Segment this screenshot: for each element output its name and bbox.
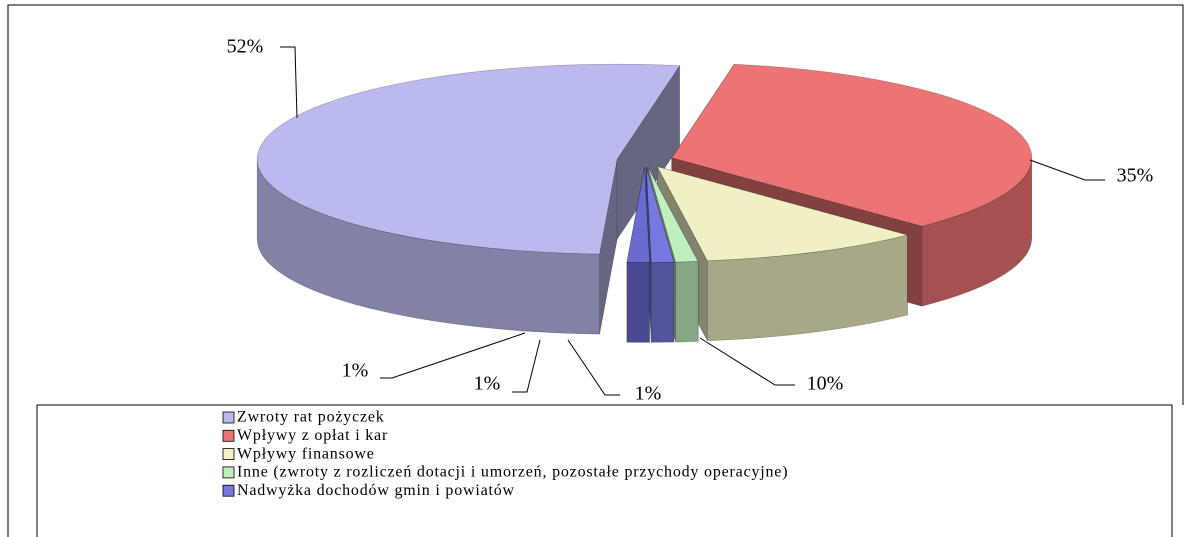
data-label: 52% [227, 36, 264, 58]
leader-line [567, 339, 620, 396]
leader-line [280, 46, 298, 119]
slice-side [675, 261, 699, 343]
slice [626, 167, 650, 263]
slice [647, 167, 699, 263]
legend-marker [222, 411, 235, 424]
data-label: 1% [474, 373, 501, 395]
slice-side [626, 261, 650, 343]
slice-side [650, 261, 675, 343]
slice [656, 166, 909, 262]
leader-line [380, 332, 526, 379]
slice [671, 63, 1033, 227]
legend-marker [222, 429, 235, 442]
slice [645, 167, 675, 263]
legend-marker [222, 448, 235, 461]
legend-label: Wpływy finansowe [237, 445, 375, 462]
legend-label: Wpływy z opłat i kar [237, 427, 388, 444]
data-label: 1% [342, 360, 369, 382]
leader-line [512, 339, 541, 393]
chart-frame [7, 4, 1184, 537]
legend-marker [222, 484, 235, 497]
data-label: 1% [635, 383, 662, 405]
leader-line [1029, 159, 1105, 181]
slice [256, 63, 681, 255]
legend-label: Zwroty rat pożyczek [237, 409, 385, 426]
legend-label: Inne (zwroty z rozliczeń dotacji i umorz… [237, 464, 788, 481]
slice-side [599, 159, 618, 335]
legend-marker [222, 466, 235, 479]
data-label: 10% [807, 373, 844, 395]
leader-line [699, 337, 795, 386]
legend-label: Nadwyżka dochodów gmin i powiatów [237, 482, 515, 499]
data-label: 35% [1117, 165, 1154, 187]
